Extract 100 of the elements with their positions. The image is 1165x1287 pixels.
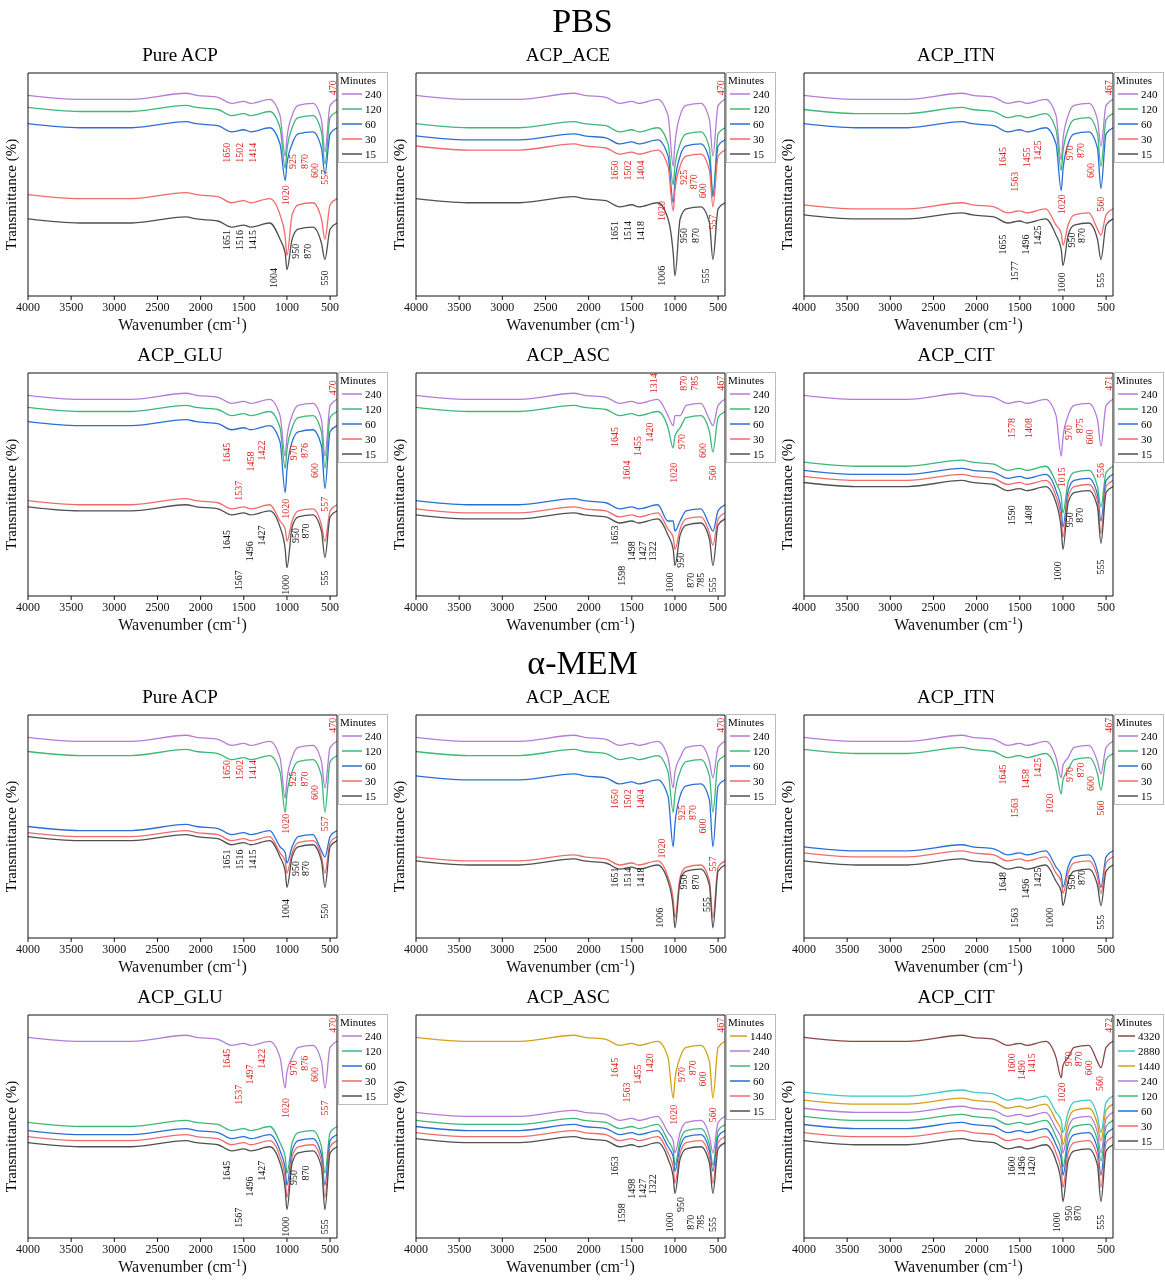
- x-tick-label: 4000: [792, 299, 816, 314]
- annotation: 600: [697, 183, 709, 199]
- legend-label: 120: [365, 402, 382, 415]
- annotation: 870: [684, 572, 696, 588]
- legend-label: 1440: [1138, 1059, 1160, 1072]
- annotation: 870: [298, 154, 310, 170]
- annotation: 600: [309, 463, 321, 479]
- annotation: 1425: [1031, 757, 1043, 778]
- legend-title: Minutes: [728, 1016, 766, 1028]
- chart-title: ACP_GLU: [136, 344, 224, 366]
- annotation: 870: [298, 771, 310, 787]
- x-tick-label: 2000: [188, 599, 213, 614]
- annotation: 1496: [244, 541, 256, 562]
- annotation: 1000: [664, 572, 676, 593]
- text: 1314: [647, 373, 659, 394]
- annotation: 870: [1072, 1205, 1084, 1221]
- legend-label: 120: [365, 744, 382, 757]
- legend-label: 240: [365, 1029, 382, 1042]
- legend-label: 15: [1141, 447, 1152, 460]
- legend-label: 60: [365, 117, 376, 130]
- legend-label: 30: [365, 132, 376, 145]
- legend-label: 60: [753, 417, 764, 430]
- annotation: 870: [300, 523, 312, 539]
- annotation: 560: [1093, 1075, 1105, 1091]
- annotation: 1490: [1016, 1060, 1028, 1080]
- x-tick-label: 4000: [792, 1241, 816, 1256]
- annotation: 870: [1072, 1051, 1084, 1067]
- annotation: 1645: [997, 764, 1009, 785]
- annotation: 870: [690, 874, 702, 890]
- x-tick-label: 4000: [404, 1241, 428, 1256]
- x-tick-label: 3000: [102, 941, 127, 956]
- text: 472: [1103, 1017, 1115, 1033]
- legend-label: 240: [1141, 87, 1158, 100]
- annotation: 1420: [1026, 1156, 1038, 1177]
- legend-label: 60: [1141, 417, 1152, 430]
- annotation: 1020: [667, 462, 679, 483]
- x-tick-label: 500: [1097, 1241, 1116, 1256]
- annotation: 870: [684, 1214, 696, 1230]
- annotation: 1514: [621, 221, 633, 242]
- x-tick-label: 500: [709, 599, 728, 614]
- x-tick-label: 3000: [878, 941, 903, 956]
- text: 467: [1103, 717, 1115, 733]
- legend-label: 60: [1141, 117, 1152, 130]
- x-tick-label: 500: [1097, 599, 1116, 614]
- legend-label: 30: [365, 432, 376, 445]
- x-tick-label: 3000: [490, 1241, 515, 1256]
- y-axis-title: Transmittance (%): [391, 438, 409, 551]
- legend-label: 30: [365, 1074, 376, 1087]
- annotation: 555: [1095, 559, 1107, 575]
- x-axis-title: Wavenumber (cm$^{-1}$): [506, 1256, 635, 1276]
- chart-title: ACP_ACE: [524, 686, 612, 708]
- x-axis-title: Wavenumber (cm$^{-1}$): [506, 956, 635, 976]
- legend-title: Minutes: [1116, 74, 1154, 86]
- x-tick-label: 500: [321, 299, 340, 314]
- annotation: 1496: [1016, 1156, 1028, 1177]
- annotation: 1408: [1022, 418, 1034, 438]
- x-tick-label: 3000: [490, 941, 515, 956]
- legend-label: 240: [365, 729, 382, 742]
- annotation: 1567: [233, 570, 245, 591]
- annotation: 1651: [609, 867, 621, 888]
- x-tick-label: 500: [321, 599, 340, 614]
- x-tick-label: 1500: [231, 299, 256, 314]
- annotation: 1458: [1020, 768, 1032, 789]
- x-tick-label: 3500: [447, 599, 472, 614]
- x-tick-label: 3500: [447, 941, 472, 956]
- x-axis-title: Wavenumber (cm$^{-1}$): [118, 1256, 247, 1276]
- x-tick-label: 3500: [59, 1241, 84, 1256]
- annotation: 1502: [233, 760, 245, 780]
- legend-label: 60: [753, 759, 764, 772]
- legend-label: 120: [365, 102, 382, 115]
- chart-title: ACP_ASC: [525, 986, 611, 1008]
- legend-label: 60: [753, 1074, 764, 1087]
- annotation: 470: [327, 380, 339, 396]
- annotation: 876: [298, 1055, 310, 1071]
- x-tick-label: 3500: [447, 1241, 472, 1256]
- annotation: 1004: [268, 268, 280, 289]
- annotation: 870: [300, 861, 312, 877]
- x-tick-label: 1500: [231, 1241, 256, 1256]
- annotation: 1455: [1021, 147, 1033, 168]
- annotation: 1651: [609, 221, 621, 242]
- annotation: 560: [707, 465, 719, 481]
- annotation: 1645: [609, 1057, 621, 1078]
- x-tick-label: 2000: [188, 1241, 213, 1256]
- annotation: 560: [1095, 196, 1107, 212]
- annotation: 1563: [1009, 798, 1021, 819]
- annotation: 600: [309, 163, 321, 179]
- chart-title: ACP_GLU: [136, 986, 224, 1008]
- legend-label: 30: [753, 1089, 764, 1102]
- annotation: 870: [302, 243, 314, 259]
- x-tick-label: 1500: [1007, 299, 1032, 314]
- x-tick-label: 3000: [102, 1241, 127, 1256]
- x-tick-label: 1500: [619, 941, 644, 956]
- annotation: 925: [678, 169, 690, 185]
- annotation: 1000: [664, 1212, 676, 1233]
- legend-label: 240: [1141, 729, 1158, 742]
- annotation: 870: [1076, 228, 1088, 244]
- annotation: 1537: [233, 480, 245, 501]
- annotation: 970: [1063, 1051, 1075, 1067]
- text: 471: [1103, 375, 1115, 391]
- x-tick-label: 1000: [274, 1241, 299, 1256]
